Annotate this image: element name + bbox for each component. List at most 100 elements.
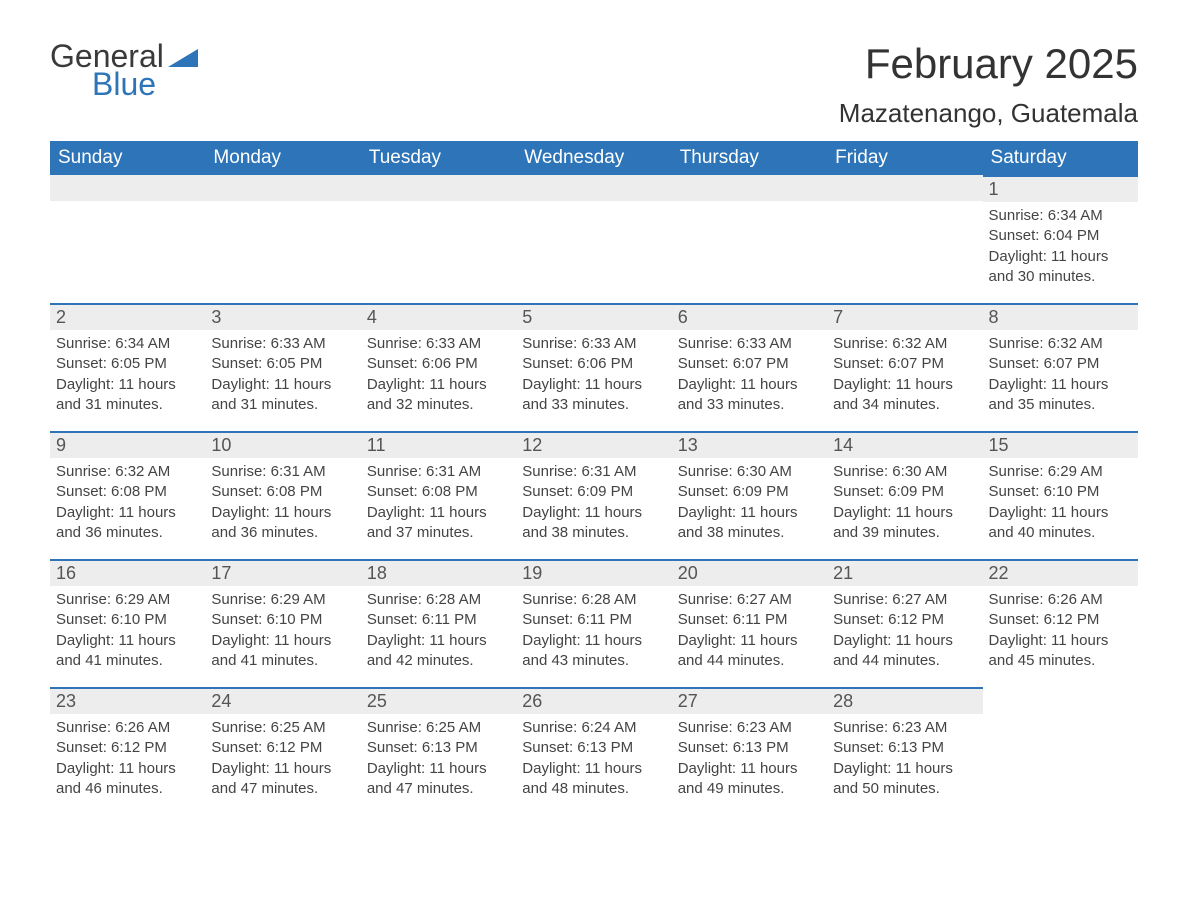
calendar-cell [827,175,982,303]
day-dlA: Daylight: 11 hours [989,375,1132,395]
day-sunrise: Sunrise: 6:30 AM [678,462,821,482]
day-dlA: Daylight: 11 hours [522,759,665,779]
day-sunrise: Sunrise: 6:30 AM [833,462,976,482]
calendar-cell: 7Sunrise: 6:32 AMSunset: 6:07 PMDaylight… [827,303,982,431]
day-sunrise: Sunrise: 6:26 AM [989,590,1132,610]
day-details: Sunrise: 6:31 AMSunset: 6:08 PMDaylight:… [205,458,360,549]
day-dlB: and 38 minutes. [678,523,821,543]
day-sunset: Sunset: 6:13 PM [367,738,510,758]
day-sunrise: Sunrise: 6:29 AM [989,462,1132,482]
day-number: 26 [516,687,671,714]
day-number: 2 [50,303,205,330]
calendar-cell [205,175,360,303]
calendar-cell: 28Sunrise: 6:23 AMSunset: 6:13 PMDayligh… [827,687,982,805]
day-sunset: Sunset: 6:11 PM [678,610,821,630]
day-number: 15 [983,431,1138,458]
calendar-cell: 27Sunrise: 6:23 AMSunset: 6:13 PMDayligh… [672,687,827,805]
day-dlB: and 47 minutes. [211,779,354,799]
day-number: 28 [827,687,982,714]
day-details: Sunrise: 6:27 AMSunset: 6:12 PMDaylight:… [827,586,982,677]
day-sunrise: Sunrise: 6:33 AM [211,334,354,354]
day-sunrise: Sunrise: 6:29 AM [211,590,354,610]
day-dlA: Daylight: 11 hours [678,375,821,395]
logo: General Blue [50,40,198,100]
day-sunrise: Sunrise: 6:34 AM [56,334,199,354]
day-details: Sunrise: 6:27 AMSunset: 6:11 PMDaylight:… [672,586,827,677]
day-number: 18 [361,559,516,586]
day-sunset: Sunset: 6:10 PM [211,610,354,630]
day-sunset: Sunset: 6:09 PM [678,482,821,502]
day-sunset: Sunset: 6:08 PM [211,482,354,502]
calendar-cell: 4Sunrise: 6:33 AMSunset: 6:06 PMDaylight… [361,303,516,431]
day-sunset: Sunset: 6:07 PM [989,354,1132,374]
day-dlB: and 43 minutes. [522,651,665,671]
day-sunrise: Sunrise: 6:24 AM [522,718,665,738]
day-dlA: Daylight: 11 hours [56,375,199,395]
day-sunrise: Sunrise: 6:32 AM [56,462,199,482]
day-sunrise: Sunrise: 6:33 AM [522,334,665,354]
day-sunset: Sunset: 6:12 PM [833,610,976,630]
day-sunset: Sunset: 6:04 PM [989,226,1132,246]
day-dlB: and 41 minutes. [56,651,199,671]
day-sunrise: Sunrise: 6:23 AM [833,718,976,738]
day-details: Sunrise: 6:31 AMSunset: 6:08 PMDaylight:… [361,458,516,549]
day-sunrise: Sunrise: 6:25 AM [211,718,354,738]
day-sunset: Sunset: 6:12 PM [211,738,354,758]
day-sunrise: Sunrise: 6:33 AM [678,334,821,354]
calendar-cell [672,175,827,303]
day-sunset: Sunset: 6:10 PM [56,610,199,630]
empty-day-header [516,175,671,201]
day-dlA: Daylight: 11 hours [989,247,1132,267]
day-dlA: Daylight: 11 hours [56,503,199,523]
day-dlA: Daylight: 11 hours [367,375,510,395]
day-dlB: and 30 minutes. [989,267,1132,287]
day-dlA: Daylight: 11 hours [833,503,976,523]
day-details: Sunrise: 6:32 AMSunset: 6:08 PMDaylight:… [50,458,205,549]
day-dlB: and 39 minutes. [833,523,976,543]
weekday-header: Saturday [983,141,1138,175]
day-dlA: Daylight: 11 hours [56,631,199,651]
day-details: Sunrise: 6:32 AMSunset: 6:07 PMDaylight:… [827,330,982,421]
day-dlA: Daylight: 11 hours [211,503,354,523]
day-number: 9 [50,431,205,458]
calendar-cell: 24Sunrise: 6:25 AMSunset: 6:12 PMDayligh… [205,687,360,805]
day-sunrise: Sunrise: 6:34 AM [989,206,1132,226]
day-dlB: and 36 minutes. [211,523,354,543]
day-details: Sunrise: 6:24 AMSunset: 6:13 PMDaylight:… [516,714,671,805]
calendar-week-row: 1Sunrise: 6:34 AMSunset: 6:04 PMDaylight… [50,175,1138,303]
day-number: 14 [827,431,982,458]
day-dlB: and 48 minutes. [522,779,665,799]
calendar-cell: 11Sunrise: 6:31 AMSunset: 6:08 PMDayligh… [361,431,516,559]
calendar-cell: 2Sunrise: 6:34 AMSunset: 6:05 PMDaylight… [50,303,205,431]
day-number: 22 [983,559,1138,586]
day-dlB: and 38 minutes. [522,523,665,543]
day-number: 7 [827,303,982,330]
day-dlA: Daylight: 11 hours [833,631,976,651]
empty-day-header [672,175,827,201]
day-sunset: Sunset: 6:13 PM [833,738,976,758]
day-dlA: Daylight: 11 hours [989,503,1132,523]
empty-day-header [50,175,205,201]
day-sunrise: Sunrise: 6:28 AM [522,590,665,610]
day-number: 16 [50,559,205,586]
day-sunset: Sunset: 6:08 PM [367,482,510,502]
day-number: 10 [205,431,360,458]
calendar-cell: 20Sunrise: 6:27 AMSunset: 6:11 PMDayligh… [672,559,827,687]
calendar-table: Sunday Monday Tuesday Wednesday Thursday… [50,141,1138,805]
day-details: Sunrise: 6:23 AMSunset: 6:13 PMDaylight:… [827,714,982,805]
day-sunrise: Sunrise: 6:32 AM [989,334,1132,354]
day-dlA: Daylight: 11 hours [367,631,510,651]
day-dlA: Daylight: 11 hours [678,631,821,651]
day-dlB: and 40 minutes. [989,523,1132,543]
weekday-header: Tuesday [361,141,516,175]
day-number: 6 [672,303,827,330]
day-dlB: and 49 minutes. [678,779,821,799]
day-dlB: and 37 minutes. [367,523,510,543]
day-details: Sunrise: 6:26 AMSunset: 6:12 PMDaylight:… [983,586,1138,677]
calendar-week-row: 16Sunrise: 6:29 AMSunset: 6:10 PMDayligh… [50,559,1138,687]
day-dlA: Daylight: 11 hours [678,503,821,523]
day-dlA: Daylight: 11 hours [678,759,821,779]
day-dlA: Daylight: 11 hours [522,375,665,395]
weekday-header: Sunday [50,141,205,175]
calendar-week-row: 23Sunrise: 6:26 AMSunset: 6:12 PMDayligh… [50,687,1138,805]
